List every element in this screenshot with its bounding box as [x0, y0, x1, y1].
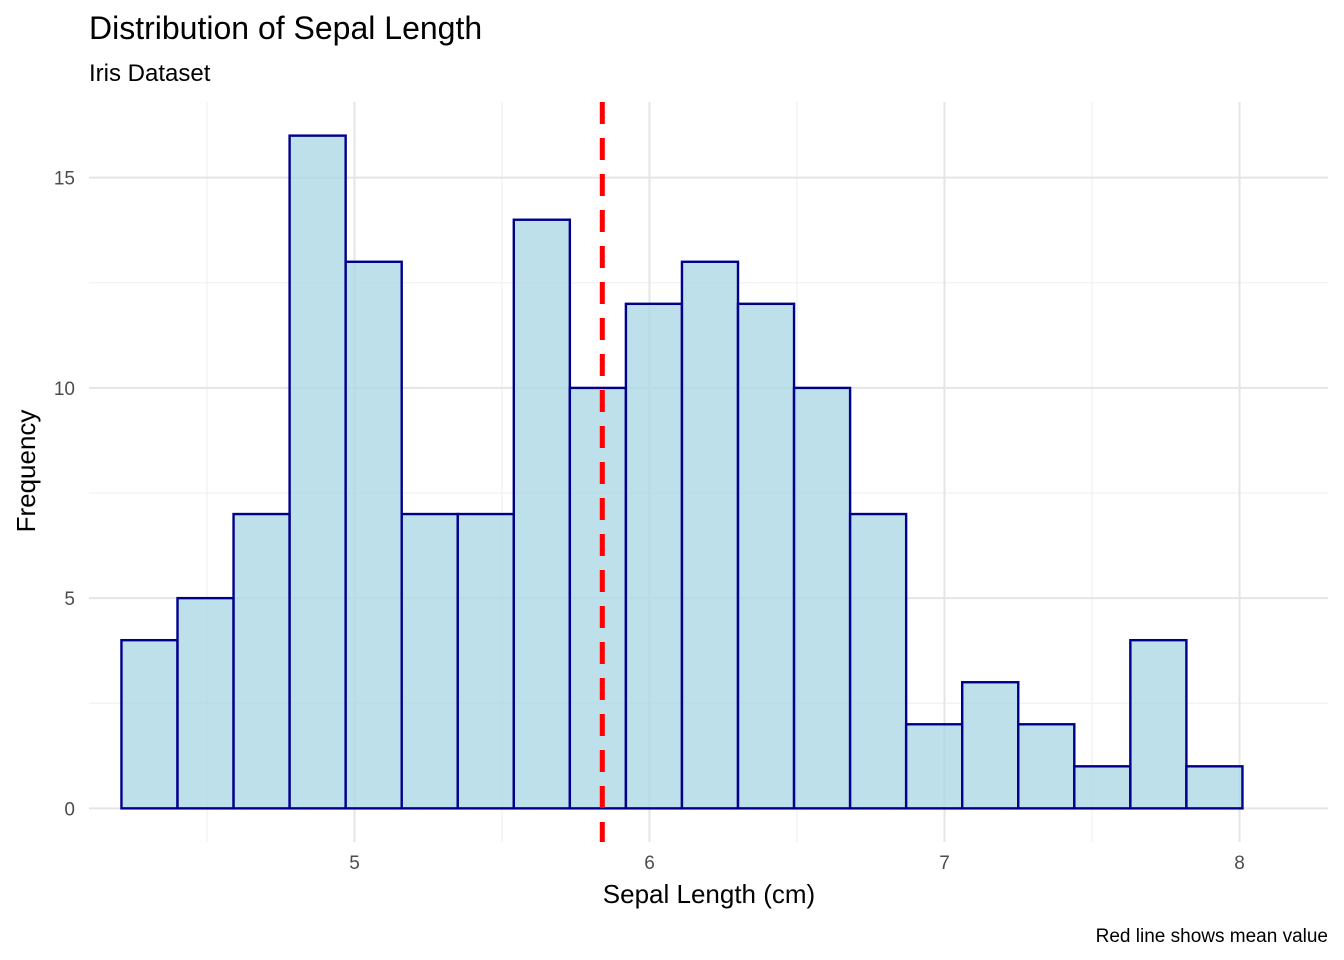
histogram-bar — [1185, 765, 1244, 810]
histogram-bar — [1129, 638, 1188, 810]
histogram-bar — [848, 512, 908, 810]
histogram-bar — [344, 260, 403, 810]
x-tick-label: 6 — [644, 853, 655, 874]
histogram-bar — [961, 681, 1020, 810]
x-tick-label: 8 — [1234, 853, 1245, 874]
chart-title: Distribution of Sepal Length — [89, 10, 482, 46]
histogram-bar — [1073, 765, 1132, 810]
histogram-bar — [400, 512, 459, 810]
y-tick-label: 0 — [64, 799, 75, 820]
x-tick-label: 7 — [939, 853, 950, 874]
histogram-bar — [288, 134, 347, 810]
histogram-bar — [624, 302, 684, 810]
tick-labels: 5 6 7 8 0 5 10 15 — [54, 169, 1245, 874]
y-tick-label: 15 — [54, 169, 75, 190]
histogram-bar — [456, 512, 515, 810]
histogram-bar — [232, 512, 291, 810]
histogram-bars — [120, 134, 1244, 810]
histogram-bar — [120, 638, 179, 810]
x-axis-title: Sepal Length (cm) — [603, 879, 815, 909]
histogram-bar — [1017, 723, 1076, 810]
y-axis-title: Frequency — [11, 410, 41, 533]
y-tick-label: 5 — [64, 589, 75, 610]
chart-caption: Red line shows mean value — [1096, 926, 1328, 947]
histogram-bar — [680, 260, 740, 810]
histogram-bar — [792, 386, 852, 810]
y-tick-label: 10 — [54, 379, 75, 400]
histogram-bar — [568, 386, 628, 810]
chart-subtitle: Iris Dataset — [89, 60, 211, 87]
histogram-bar — [904, 723, 964, 810]
x-tick-label: 5 — [349, 853, 360, 874]
histogram-bar — [736, 302, 796, 810]
histogram-bar — [512, 218, 572, 810]
histogram-bar — [176, 596, 235, 810]
